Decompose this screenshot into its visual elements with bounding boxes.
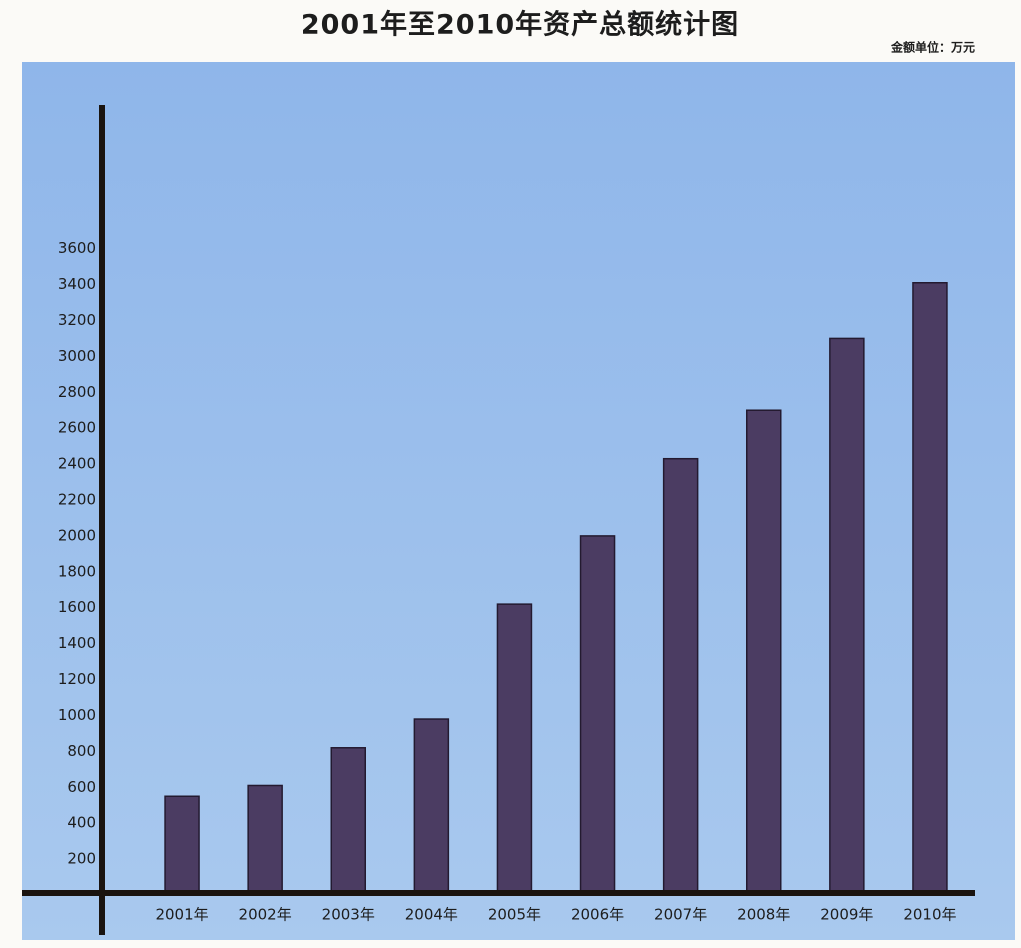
- y-tick-label: 1400: [58, 634, 96, 652]
- y-tick-label: 2400: [58, 455, 96, 473]
- y-tick-label: 3400: [58, 275, 96, 293]
- x-tick-label: 2006年: [571, 906, 624, 924]
- x-tick-label: 2005年: [488, 906, 541, 924]
- y-tick-label: 2800: [58, 383, 96, 401]
- bar: [746, 409, 782, 896]
- bar: [413, 718, 450, 896]
- y-tick-label: 600: [67, 778, 96, 796]
- x-tick-label: 2008年: [737, 906, 790, 924]
- y-tick-label: 1000: [58, 706, 96, 724]
- y-tick-label: 1200: [58, 670, 96, 688]
- y-tick-label: 3000: [58, 347, 96, 365]
- y-tick-label: 400: [67, 814, 96, 832]
- bar: [330, 747, 366, 896]
- bar: [247, 784, 283, 896]
- bar: [496, 603, 533, 896]
- x-tick-label: 2007年: [654, 906, 707, 924]
- y-tick-label: 1800: [58, 562, 96, 580]
- unit-note: 金额单位：万元: [890, 40, 975, 55]
- y-tick-label: 3200: [58, 311, 96, 329]
- y-tick-label: 3600: [58, 239, 96, 257]
- y-tick-label: 2000: [58, 526, 96, 544]
- y-tick-label: 2200: [58, 491, 96, 509]
- x-tick-label: 2004年: [405, 906, 458, 924]
- y-tick-label: 1600: [58, 598, 96, 616]
- y-tick-label: 2600: [58, 419, 96, 437]
- bar: [579, 535, 616, 896]
- x-tick-label: 2002年: [239, 906, 292, 924]
- y-tick-label: 800: [67, 742, 96, 760]
- x-tick-label: 2009年: [820, 906, 873, 924]
- x-tick-label: 2003年: [322, 906, 375, 924]
- bar: [829, 337, 865, 896]
- x-tick-label: 2010年: [903, 906, 956, 924]
- x-tick-label: 2001年: [155, 906, 208, 924]
- bar: [912, 282, 948, 896]
- bars-layer: [164, 282, 948, 896]
- bar: [662, 457, 699, 896]
- chart-title: 2001年至2010年资产总额统计图: [301, 9, 739, 41]
- y-tick-label: 200: [67, 850, 96, 868]
- bar: [164, 795, 200, 896]
